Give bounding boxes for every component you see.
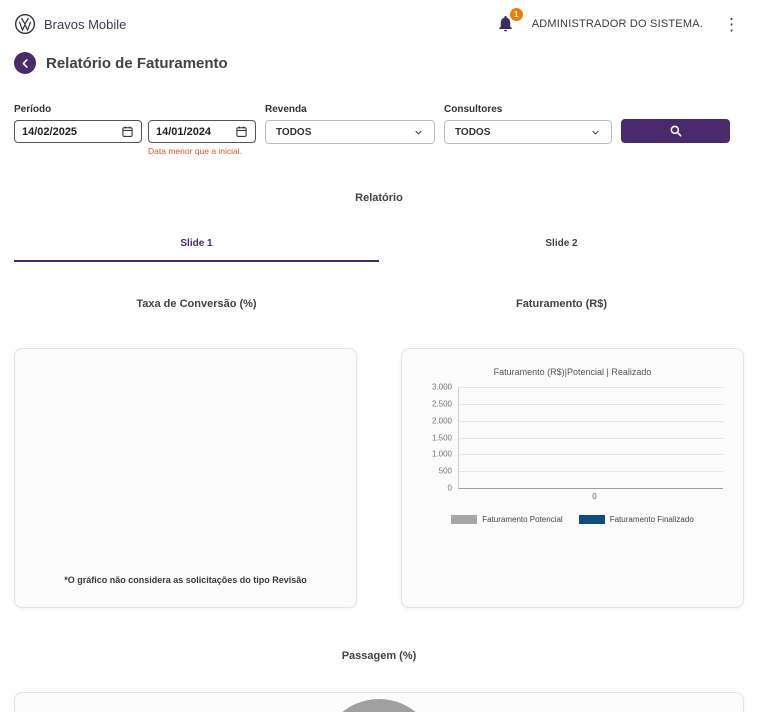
kebab-menu-icon[interactable]: ⋮ xyxy=(723,14,740,34)
bar-chart-plot-wrap: 3.000 2.500 2.000 1.500 1.000 500 0 xyxy=(414,383,731,493)
conversion-chart-title: Taxa de Conversão (%) xyxy=(136,298,257,310)
x-axis-tick: 0 xyxy=(592,492,597,501)
legend-item: Faturamento Finalizado xyxy=(578,515,694,524)
revenda-value: TODOS xyxy=(276,126,312,138)
legend-label: Faturamento Potencial xyxy=(482,515,563,524)
report-title: Relatório xyxy=(355,192,403,204)
top-right-actions: 1 ADMINISTRADOR DO SISTEMA. ⋮ xyxy=(496,8,744,35)
date-start-input[interactable] xyxy=(22,125,90,138)
charts-row: *O gráfico não considera as solicitações… xyxy=(14,348,744,608)
notifications-button[interactable]: 1 xyxy=(496,8,523,34)
chevron-left-icon xyxy=(19,57,32,70)
slide-tabs: Slide 1 Slide 2 xyxy=(14,238,744,262)
conversion-chart-card: *O gráfico não considera as solicitações… xyxy=(14,348,357,608)
y-axis-tick: 2.500 xyxy=(431,399,452,409)
brand: Bravos Mobile xyxy=(14,13,126,35)
revenda-label: Revenda xyxy=(265,104,307,115)
consultores-value: TODOS xyxy=(455,126,491,138)
date-error-message: Data menor que a inicial. xyxy=(148,146,243,156)
gridline xyxy=(459,403,723,405)
y-axis-tick: 0 xyxy=(447,483,452,493)
page-title: Relatório de Faturamento xyxy=(46,54,228,72)
y-axis-tick: 2.000 xyxy=(431,416,452,426)
y-axis-tick: 1.500 xyxy=(431,433,452,442)
date-end-group: Data menor que a inicial. xyxy=(148,120,256,156)
chart-titles-row: Taxa de Conversão (%) Faturamento (R$) xyxy=(14,298,744,310)
app-title: Bravos Mobile xyxy=(44,16,127,32)
bell-icon xyxy=(496,14,516,33)
date-start-field[interactable] xyxy=(14,120,142,143)
gridline xyxy=(459,387,723,388)
gridline xyxy=(459,454,723,456)
consultores-select[interactable]: TODOS xyxy=(444,120,612,144)
filters-bar: Período xyxy=(0,104,758,156)
search-icon xyxy=(669,124,683,138)
date-end-field[interactable] xyxy=(148,120,256,143)
y-axis-tick: 500 xyxy=(438,466,452,476)
legend-label: Faturamento Finalizado xyxy=(609,515,694,524)
legend-swatch xyxy=(578,515,605,524)
back-button[interactable] xyxy=(14,52,36,74)
bar-chart-title: Faturamento (R$)|Potencial | Realizado xyxy=(493,367,652,377)
revenda-select[interactable]: TODOS xyxy=(265,120,435,144)
gridline xyxy=(459,437,723,439)
top-bar: Bravos Mobile 1 ADMINISTRADOR DO SISTEMA… xyxy=(0,0,758,48)
tab-slide-1[interactable]: Slide 1 xyxy=(14,238,379,262)
legend-swatch xyxy=(451,515,478,524)
search-button[interactable] xyxy=(621,119,730,143)
notification-badge: 1 xyxy=(509,8,523,21)
vw-logo-icon xyxy=(14,13,36,35)
y-axis-tick: 3.000 xyxy=(431,382,452,392)
user-label: ADMINISTRADOR DO SISTEMA. xyxy=(531,18,703,30)
pie-chart xyxy=(321,699,437,712)
chart-footnote: *O gráfico não considera as solicitações… xyxy=(64,575,307,585)
date-row: Data menor que a inicial. xyxy=(14,120,256,156)
bar-chart-plot: 3.000 2.500 2.000 1.500 1.000 500 0 xyxy=(432,383,723,493)
consultores-label: Consultores xyxy=(444,104,503,115)
revenda-group: Revenda TODOS xyxy=(265,104,435,144)
faturamento-chart-card: Faturamento (R$)|Potencial | Realizado 3… xyxy=(401,348,744,608)
date-end-input[interactable] xyxy=(156,125,224,138)
faturamento-chart-title: Faturamento (R$) xyxy=(515,298,608,310)
passagem-chart-card xyxy=(14,692,744,712)
calendar-icon[interactable] xyxy=(235,125,248,138)
legend-item: Faturamento Potencial xyxy=(451,515,563,524)
chevron-down-icon xyxy=(413,127,424,138)
periodo-label: Período xyxy=(14,104,52,115)
calendar-icon[interactable] xyxy=(121,125,134,138)
chart-legend: Faturamento Potencial Faturamento Finaliz… xyxy=(414,515,731,524)
gridline xyxy=(459,471,723,473)
gridline xyxy=(459,420,723,422)
tab-slide-2[interactable]: Slide 2 xyxy=(545,238,578,249)
periodo-group: Período xyxy=(14,104,256,156)
passagem-chart-title: Passagem (%) xyxy=(341,650,417,662)
page-head: Relatório de Faturamento xyxy=(0,52,758,74)
chevron-down-icon xyxy=(590,127,601,138)
date-start-group xyxy=(14,120,142,156)
y-axis-tick: 1.000 xyxy=(431,449,452,459)
consultores-group: Consultores TODOS xyxy=(444,104,612,144)
